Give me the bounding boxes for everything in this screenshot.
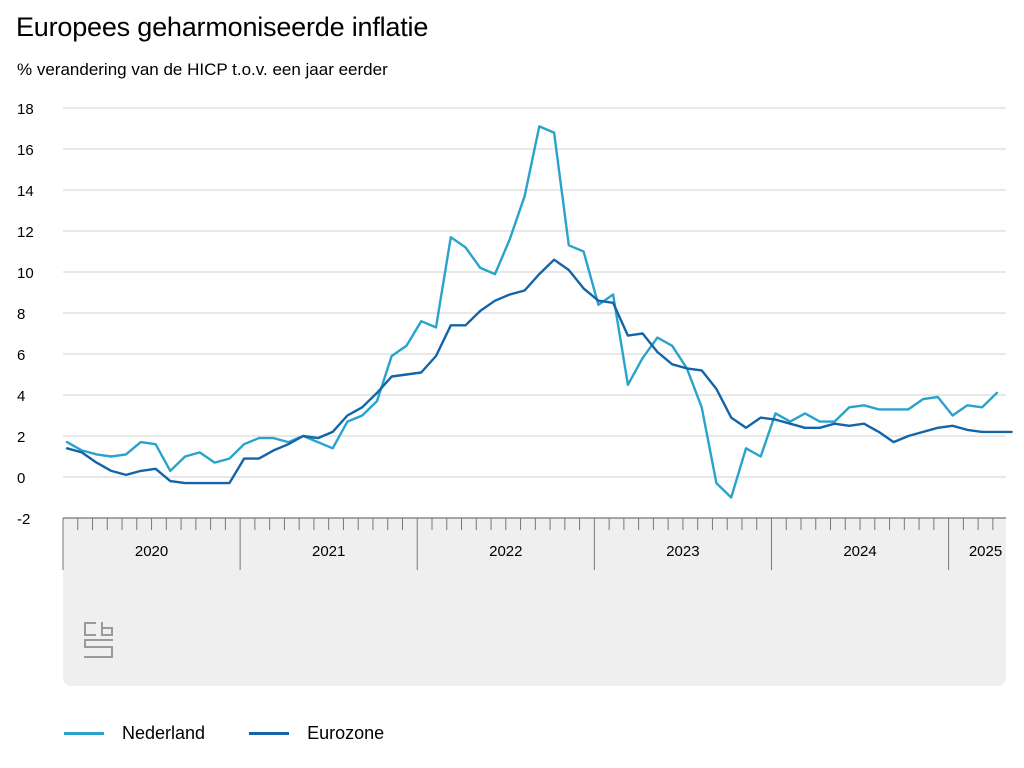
y-tick-label: 16: [17, 142, 34, 159]
year-label: 2023: [666, 543, 699, 560]
y-tick-label: 10: [17, 265, 34, 282]
legend-label-eurozone: Eurozone: [307, 723, 385, 743]
y-tick-label: 6: [17, 347, 25, 364]
legend-label-nederland: Nederland: [122, 723, 206, 743]
axis-panel-top: [63, 518, 1006, 530]
year-label: 2020: [135, 543, 168, 560]
chart-subtitle: % verandering van de HICP t.o.v. een jaa…: [17, 60, 388, 79]
y-tick-label: 14: [17, 183, 34, 200]
legend: Nederland Eurozone: [64, 723, 428, 744]
year-label: 2024: [843, 543, 876, 560]
series-line-nederland: [65, 125, 999, 499]
y-tick-label: 12: [17, 224, 34, 241]
axis-panel-bg: [63, 518, 1006, 686]
y-tick-label: 18: [17, 101, 34, 118]
legend-swatch-nederland: [64, 732, 104, 735]
cbs-logo: cbs: [84, 622, 113, 658]
y-tick-label: 8: [17, 306, 25, 323]
year-label: 2025: [969, 543, 1002, 560]
y-axis-ticks: -2 0 2 4 6 8 10 12 14 16 18: [17, 101, 34, 528]
y-tick-label: 0: [17, 470, 25, 487]
legend-item-nederland[interactable]: Nederland: [64, 723, 205, 744]
x-axis-ticks: 2020 2021 2022 2023 2024 2025: [62, 517, 1006, 570]
chart-title: Europees geharmoniseerde inflatie: [16, 12, 429, 42]
legend-item-eurozone[interactable]: Eurozone: [249, 723, 384, 744]
series-lines: [65, 125, 1013, 499]
gridlines: [63, 107, 1006, 478]
series-line-eurozone: [65, 258, 1013, 485]
y-tick-label: 2: [17, 429, 25, 446]
y-tick-label: -2: [17, 511, 30, 528]
year-label: 2021: [312, 543, 345, 560]
y-tick-label: 4: [17, 388, 25, 405]
legend-swatch-eurozone: [249, 732, 290, 735]
year-label: 2022: [489, 543, 522, 560]
